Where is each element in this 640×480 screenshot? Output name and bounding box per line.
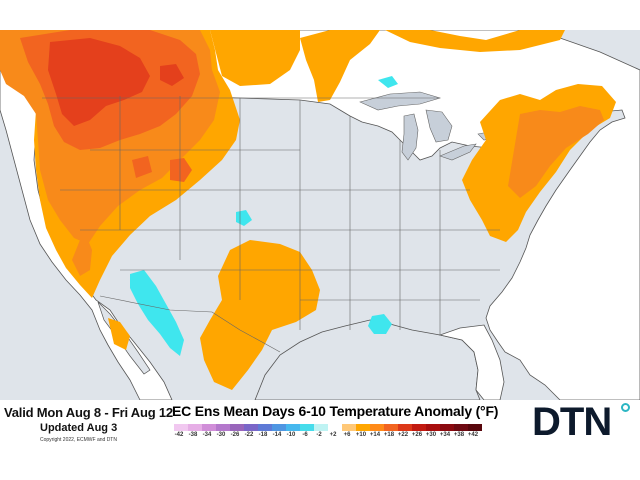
lake-erie bbox=[439, 143, 477, 161]
legend-tick-label: -2 bbox=[316, 432, 322, 438]
legend-tick-label: -14 bbox=[272, 432, 282, 438]
hottest-anomaly-areas bbox=[48, 38, 184, 126]
borders bbox=[42, 96, 500, 353]
legend-tick-label: -34 bbox=[202, 432, 212, 438]
valid-dates: Valid Mon Aug 8 - Fri Aug 12 bbox=[4, 405, 173, 420]
legend-swatch bbox=[370, 424, 384, 431]
legend-swatch bbox=[258, 424, 272, 431]
legend-swatch bbox=[398, 424, 412, 431]
legend-swatch bbox=[188, 424, 202, 431]
copyright: Copyright 2022, ECMWF and DTN bbox=[40, 437, 117, 443]
legend-tick-label: +34 bbox=[439, 432, 451, 438]
legend-swatch bbox=[468, 424, 482, 431]
legend-tick-label: +14 bbox=[369, 432, 381, 438]
legend-swatch bbox=[426, 424, 440, 431]
legend-swatch bbox=[174, 424, 188, 431]
updated-date: Updated Aug 3 bbox=[40, 422, 118, 434]
legend-swatch bbox=[272, 424, 286, 431]
land-mass bbox=[0, 30, 640, 400]
legend-tick-label: +6 bbox=[343, 432, 351, 438]
legend-swatch bbox=[300, 424, 314, 431]
lake-superior bbox=[359, 91, 442, 111]
legend-tick-label: -6 bbox=[302, 432, 308, 438]
legend-tick-label: +10 bbox=[355, 432, 367, 438]
legend-swatch bbox=[314, 424, 328, 431]
legend-tick-label: -38 bbox=[188, 432, 198, 438]
legend-tick-label: +38 bbox=[453, 432, 465, 438]
map-title: EC Ens Mean Days 6-10 Temperature Anomal… bbox=[172, 403, 499, 419]
lake-huron bbox=[425, 109, 453, 143]
legend-swatch bbox=[356, 424, 370, 431]
legend-tick-label: -30 bbox=[216, 432, 226, 438]
legend-tick-label: +22 bbox=[397, 432, 409, 438]
dtn-logo: DTN bbox=[532, 400, 612, 444]
legend-swatch bbox=[244, 424, 258, 431]
legend-swatch bbox=[412, 424, 426, 431]
legend-tick-label: +42 bbox=[467, 432, 479, 438]
legend-tick-label: +30 bbox=[425, 432, 437, 438]
lake-michigan bbox=[401, 113, 419, 161]
legend-tick-label: +26 bbox=[411, 432, 423, 438]
legend-tick-label: -26 bbox=[230, 432, 240, 438]
temperature-anomaly-map bbox=[0, 30, 640, 400]
legend-tick-label: -10 bbox=[286, 432, 296, 438]
legend-tick-label: -42 bbox=[174, 432, 184, 438]
legend-swatch bbox=[230, 424, 244, 431]
legend-swatch bbox=[286, 424, 300, 431]
legend-swatch bbox=[216, 424, 230, 431]
footer: Valid Mon Aug 8 - Fri Aug 12 Updated Aug… bbox=[0, 400, 640, 480]
legend-tick-label: -22 bbox=[244, 432, 254, 438]
legend-swatch bbox=[454, 424, 468, 431]
legend-tick-label: +2 bbox=[329, 432, 337, 438]
legend-swatch bbox=[342, 424, 356, 431]
legend-tick-label: +18 bbox=[383, 432, 395, 438]
legend-swatch bbox=[384, 424, 398, 431]
dtn-logo-dot bbox=[621, 403, 630, 412]
legend-swatch bbox=[440, 424, 454, 431]
legend-tick-label: -18 bbox=[258, 432, 268, 438]
legend-swatch bbox=[328, 424, 342, 431]
florida bbox=[438, 324, 505, 400]
legend-swatch bbox=[202, 424, 216, 431]
